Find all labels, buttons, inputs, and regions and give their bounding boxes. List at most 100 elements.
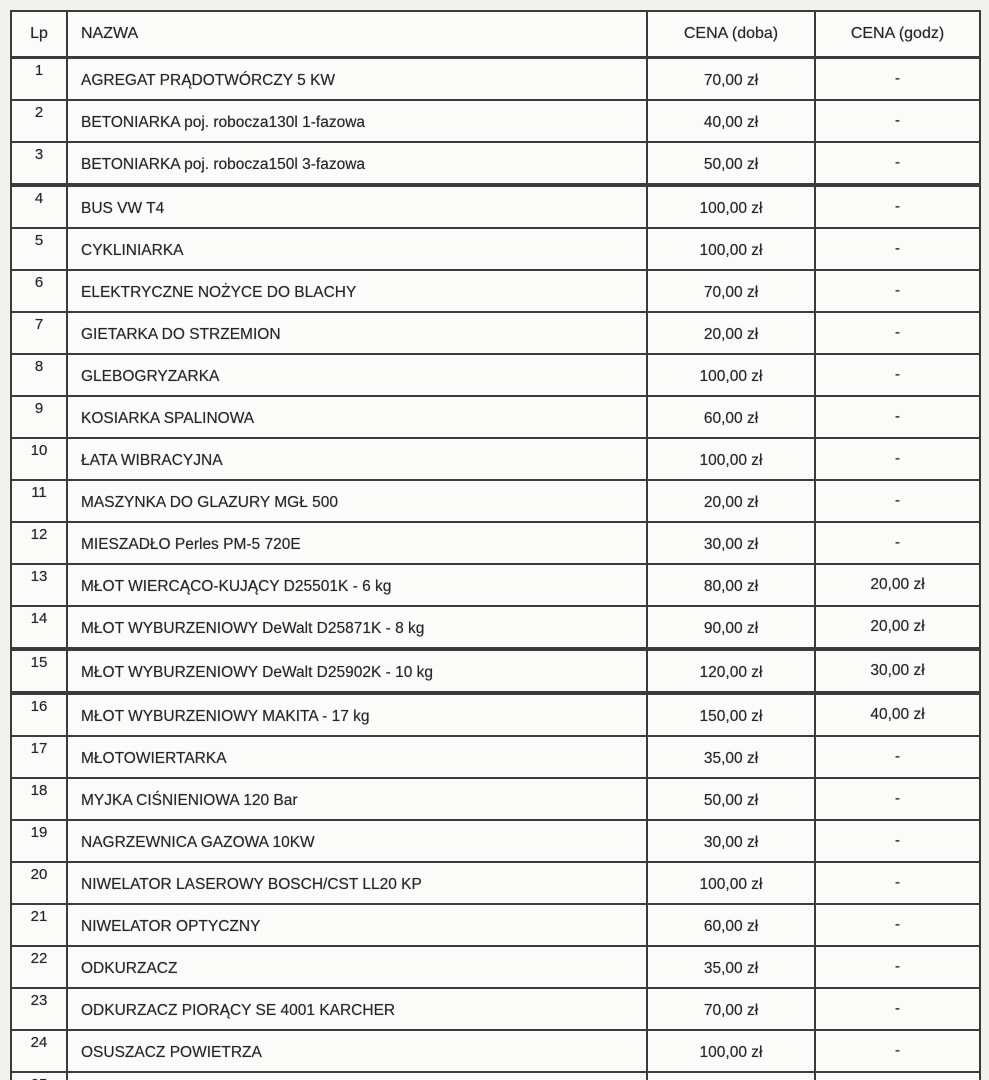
price-per-day: 70,00 zł bbox=[646, 56, 816, 101]
item-name: NAGRZEWNICA GAZOWA 10KW bbox=[66, 819, 648, 863]
row-number: 23 bbox=[10, 987, 68, 1031]
price-per-day: 120,00 zł bbox=[646, 648, 816, 695]
item-name: MŁOT WYBURZENIOWY DeWalt D25871K - 8 kg bbox=[66, 605, 648, 651]
item-name: MYJKA CIŚNIENIOWA 120 Bar bbox=[66, 777, 648, 821]
row-number: 19 bbox=[10, 819, 68, 863]
table-row: 17 MŁOTOWIERTARKA 35,00 zł - bbox=[10, 735, 981, 779]
row-number: 15 bbox=[10, 648, 68, 695]
table-row: 1 AGREGAT PRĄDOTWÓRCZY 5 KW 70,00 zł - bbox=[10, 56, 981, 101]
table-row: 10 ŁATA WIBRACYJNA 100,00 zł - bbox=[10, 437, 981, 481]
price-per-hour: 20,00 zł bbox=[814, 605, 981, 651]
price-per-hour: - bbox=[814, 479, 981, 523]
row-number: 22 bbox=[10, 945, 68, 989]
price-per-hour: - bbox=[814, 437, 981, 481]
table-row: 22 ODKURZACZ 35,00 zł - bbox=[10, 945, 981, 989]
table-row: 23 ODKURZACZ PIORĄCY SE 4001 KARCHER 70,… bbox=[10, 987, 981, 1031]
row-number: 10 bbox=[10, 437, 68, 481]
price-per-day: 90,00 zł bbox=[646, 605, 816, 651]
rental-price-table: Lp NAZWA CENA (doba) CENA (godz) 1 AGREG… bbox=[10, 10, 981, 1080]
table-row: 5 CYKLINIARKA 100,00 zł - bbox=[10, 227, 981, 271]
item-name: MŁOTOWIERTARKA bbox=[66, 735, 648, 779]
row-number: 17 bbox=[10, 735, 68, 779]
table-row: 4 BUS VW T4 100,00 zł - bbox=[10, 184, 981, 229]
price-per-hour: - bbox=[814, 521, 981, 565]
table-row: 9 KOSIARKA SPALINOWA 60,00 zł - bbox=[10, 395, 981, 439]
column-header-price-day: CENA (doba) bbox=[646, 10, 816, 59]
table-row: 25 PALNIK DO PAPY 30,00 zł - bbox=[10, 1071, 981, 1080]
price-per-hour: - bbox=[814, 141, 981, 187]
item-name: MIESZADŁO Perles PM-5 720E bbox=[66, 521, 648, 565]
price-per-day: 20,00 zł bbox=[646, 311, 816, 355]
item-name: GIETARKA DO STRZEMION bbox=[66, 311, 648, 355]
item-name: BETONIARKA poj. robocza130l 1-fazowa bbox=[66, 99, 648, 143]
row-number: 4 bbox=[10, 184, 68, 229]
table-row: 20 NIWELATOR LASEROWY BOSCH/CST LL20 KP … bbox=[10, 861, 981, 905]
price-per-hour: - bbox=[814, 353, 981, 397]
price-per-hour: - bbox=[814, 819, 981, 863]
row-number: 21 bbox=[10, 903, 68, 947]
price-per-day: 30,00 zł bbox=[646, 819, 816, 863]
column-header-name: NAZWA bbox=[66, 10, 648, 59]
table-row: 13 MŁOT WIERCĄCO-KUJĄCY D25501K - 6 kg 8… bbox=[10, 563, 981, 607]
row-number: 16 bbox=[10, 692, 68, 737]
price-per-hour: - bbox=[814, 311, 981, 355]
price-per-hour: - bbox=[814, 1029, 981, 1073]
row-number: 9 bbox=[10, 395, 68, 439]
price-per-day: 100,00 zł bbox=[646, 1029, 816, 1073]
item-name: ŁATA WIBRACYJNA bbox=[66, 437, 648, 481]
price-per-hour: - bbox=[814, 1071, 981, 1080]
price-per-day: 150,00 zł bbox=[646, 692, 816, 737]
price-per-hour: 40,00 zł bbox=[814, 692, 981, 737]
row-number: 14 bbox=[10, 605, 68, 651]
row-number: 18 bbox=[10, 777, 68, 821]
price-per-hour: - bbox=[814, 861, 981, 905]
item-name: ODKURZACZ PIORĄCY SE 4001 KARCHER bbox=[66, 987, 648, 1031]
table-row: 2 BETONIARKA poj. robocza130l 1-fazowa 4… bbox=[10, 99, 981, 143]
row-number: 20 bbox=[10, 861, 68, 905]
price-per-day: 30,00 zł bbox=[646, 521, 816, 565]
item-name: PALNIK DO PAPY bbox=[66, 1071, 648, 1080]
row-number: 7 bbox=[10, 311, 68, 355]
table-row: 24 OSUSZACZ POWIETRZA 100,00 zł - bbox=[10, 1029, 981, 1073]
table-row: 11 MASZYNKA DO GLAZURY MGŁ 500 20,00 zł … bbox=[10, 479, 981, 523]
price-per-hour: 20,00 zł bbox=[814, 563, 981, 607]
item-name: ODKURZACZ bbox=[66, 945, 648, 989]
price-per-day: 70,00 zł bbox=[646, 269, 816, 313]
column-header-price-hour: CENA (godz) bbox=[814, 10, 981, 59]
price-per-day: 50,00 zł bbox=[646, 141, 816, 187]
row-number: 2 bbox=[10, 99, 68, 143]
price-per-hour: - bbox=[814, 987, 981, 1031]
row-number: 6 bbox=[10, 269, 68, 313]
column-header-lp: Lp bbox=[10, 10, 68, 59]
table-row: 12 MIESZADŁO Perles PM-5 720E 30,00 zł - bbox=[10, 521, 981, 565]
price-per-hour: - bbox=[814, 184, 981, 229]
table-row: 16 MŁOT WYBURZENIOWY MAKITA - 17 kg 150,… bbox=[10, 692, 981, 737]
price-per-hour: - bbox=[814, 735, 981, 779]
item-name: ELEKTRYCZNE NOŻYCE DO BLACHY bbox=[66, 269, 648, 313]
table-row: 18 MYJKA CIŚNIENIOWA 120 Bar 50,00 zł - bbox=[10, 777, 981, 821]
table-row: 15 MŁOT WYBURZENIOWY DeWalt D25902K - 10… bbox=[10, 648, 981, 695]
price-per-day: 100,00 zł bbox=[646, 227, 816, 271]
item-name: BETONIARKA poj. robocza150l 3-fazowa bbox=[66, 141, 648, 187]
row-number: 11 bbox=[10, 479, 68, 523]
price-per-hour: - bbox=[814, 56, 981, 101]
table-body: 1 AGREGAT PRĄDOTWÓRCZY 5 KW 70,00 zł - 2… bbox=[10, 56, 981, 1080]
table-row: 8 GLEBOGRYZARKA 100,00 zł - bbox=[10, 353, 981, 397]
table-row: 19 NAGRZEWNICA GAZOWA 10KW 30,00 zł - bbox=[10, 819, 981, 863]
table-row: 21 NIWELATOR OPTYCZNY 60,00 zł - bbox=[10, 903, 981, 947]
price-per-hour: - bbox=[814, 903, 981, 947]
price-per-day: 100,00 zł bbox=[646, 861, 816, 905]
item-name: BUS VW T4 bbox=[66, 184, 648, 229]
table-row: 3 BETONIARKA poj. robocza150l 3-fazowa 5… bbox=[10, 141, 981, 187]
row-number: 3 bbox=[10, 141, 68, 187]
price-per-hour: - bbox=[814, 945, 981, 989]
item-name: AGREGAT PRĄDOTWÓRCZY 5 KW bbox=[66, 56, 648, 101]
price-per-hour: - bbox=[814, 777, 981, 821]
row-number: 13 bbox=[10, 563, 68, 607]
price-per-day: 80,00 zł bbox=[646, 563, 816, 607]
price-per-day: 60,00 zł bbox=[646, 395, 816, 439]
price-per-day: 70,00 zł bbox=[646, 987, 816, 1031]
price-per-day: 30,00 zł bbox=[646, 1071, 816, 1080]
price-per-day: 100,00 zł bbox=[646, 184, 816, 229]
